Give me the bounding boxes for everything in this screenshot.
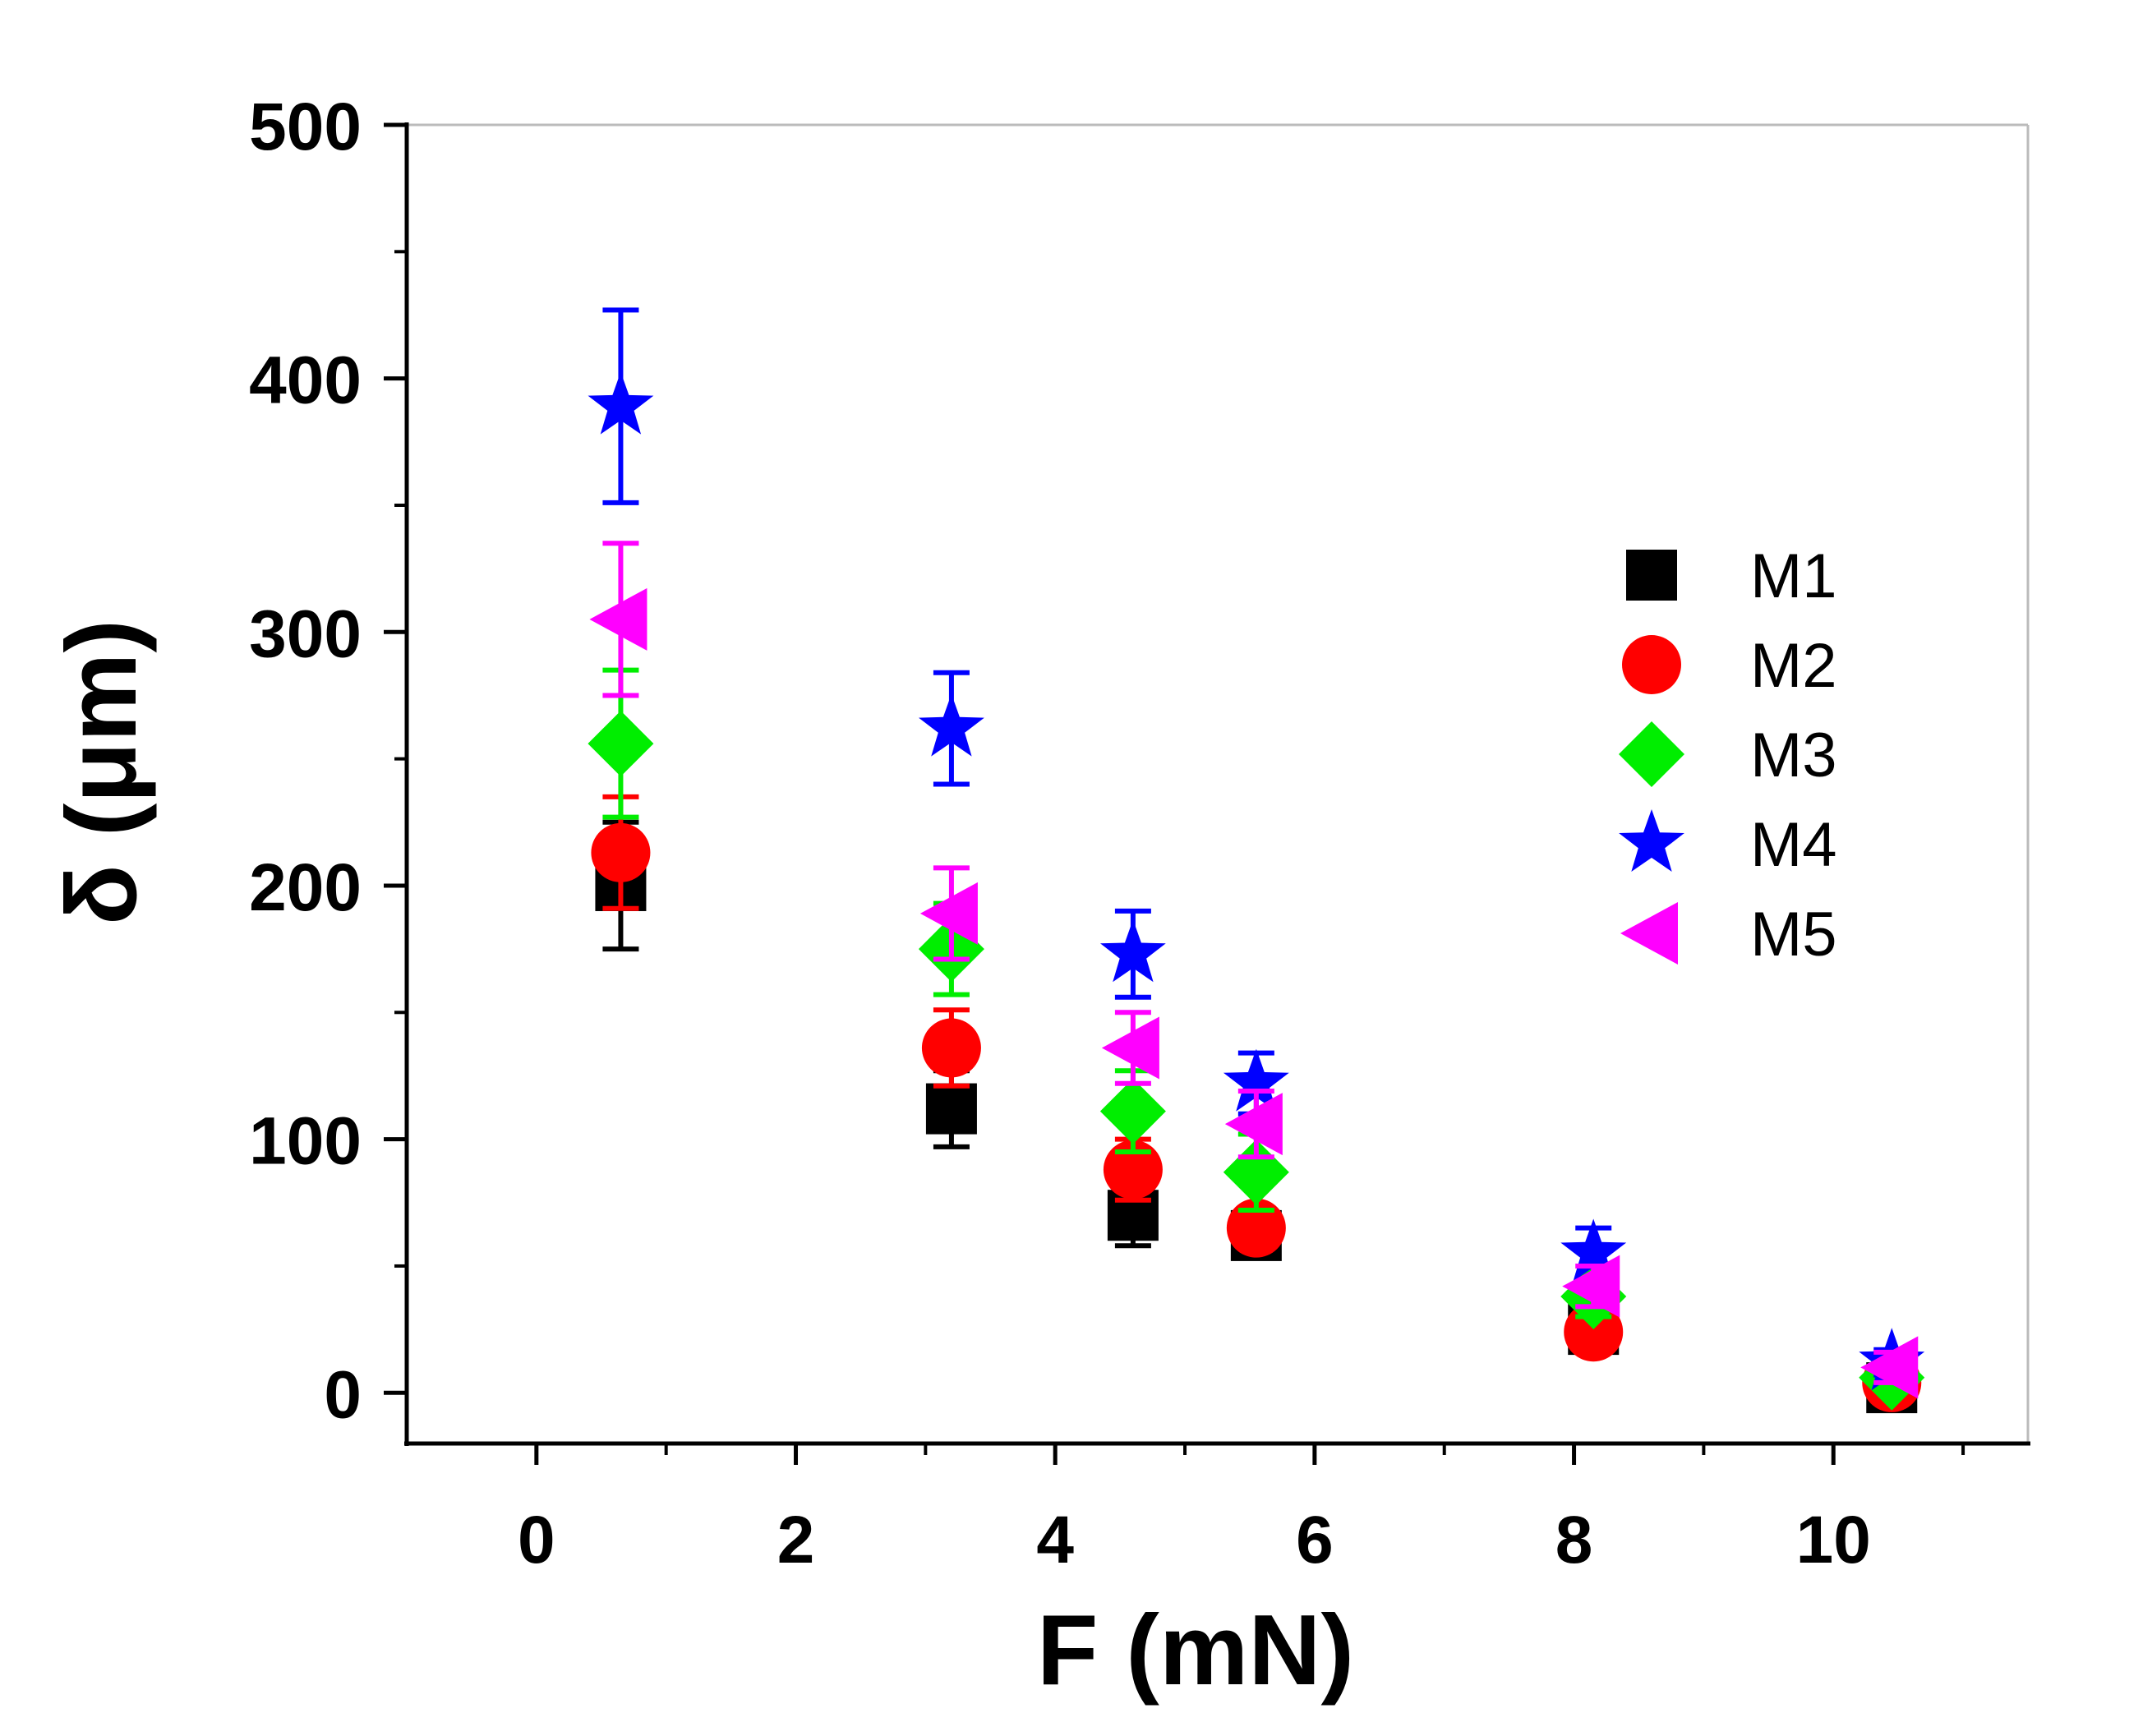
- y-axis-ticks: 0 100 200 300 400 500: [249, 90, 407, 1432]
- legend-label: M2: [1750, 631, 1837, 701]
- data-point-m5: [1562, 1255, 1620, 1318]
- y-tick-label: 100: [249, 1104, 362, 1179]
- y-tick-label: 400: [249, 343, 362, 418]
- x-axis-ticks: 0 2 4 6 8 10: [518, 1444, 1965, 1577]
- legend-item-m5: M5: [1620, 900, 1837, 969]
- legend: M1 M2 M3 M4 M5: [1619, 541, 1837, 969]
- legend-label: M5: [1750, 900, 1837, 969]
- legend-label: M1: [1750, 541, 1837, 611]
- y-tick-label: 500: [249, 90, 362, 164]
- y-axis-title: δ (μm): [45, 619, 157, 925]
- legend-label: M4: [1750, 810, 1837, 880]
- data-point-m4: [1223, 1048, 1289, 1112]
- plot-frame: [404, 122, 2030, 1446]
- data-point-m4: [1560, 1218, 1627, 1282]
- y-tick-label: 0: [324, 1357, 362, 1432]
- legend-marker: [1619, 809, 1684, 872]
- legend-marker: [1626, 550, 1677, 601]
- data-point-m4: [588, 371, 654, 435]
- y-tick-label: 300: [249, 596, 362, 671]
- data-point-m5: [1224, 1093, 1283, 1156]
- data-point-m3: [1099, 1078, 1166, 1144]
- x-tick-label: 0: [518, 1503, 555, 1577]
- x-tick-label: 8: [1555, 1503, 1593, 1577]
- data-series: [588, 307, 1925, 1414]
- data-point-m2: [1226, 1198, 1286, 1258]
- x-axis-title: F (mN): [1037, 1594, 1354, 1706]
- legend-label: M3: [1750, 721, 1837, 790]
- data-point-m5: [1101, 1016, 1159, 1080]
- x-tick-label: 2: [777, 1503, 815, 1577]
- legend-marker: [1619, 721, 1684, 787]
- y-tick-label: 200: [249, 850, 362, 925]
- data-point-m4: [1100, 919, 1166, 983]
- series-m3: [588, 667, 1925, 1411]
- data-point-m5: [919, 882, 978, 945]
- data-point-m1: [925, 1083, 977, 1135]
- data-point-m5: [1860, 1336, 1919, 1399]
- legend-marker: [1622, 635, 1681, 694]
- x-tick-label: 6: [1296, 1503, 1334, 1577]
- data-point-m4: [919, 693, 984, 757]
- series-m5: [589, 541, 1919, 1399]
- data-point-m5: [589, 587, 647, 651]
- x-tick-label: 4: [1036, 1503, 1074, 1577]
- data-point-m2: [1103, 1140, 1163, 1200]
- legend-marker: [1620, 902, 1678, 965]
- legend-item-m1: M1: [1626, 541, 1837, 611]
- data-point-m2: [591, 822, 651, 882]
- data-point-m2: [921, 1018, 981, 1078]
- legend-item-m3: M3: [1619, 721, 1837, 790]
- legend-item-m4: M4: [1619, 809, 1837, 880]
- x-tick-label: 10: [1796, 1503, 1871, 1577]
- data-point-m3: [588, 711, 654, 777]
- legend-item-m2: M2: [1622, 631, 1837, 701]
